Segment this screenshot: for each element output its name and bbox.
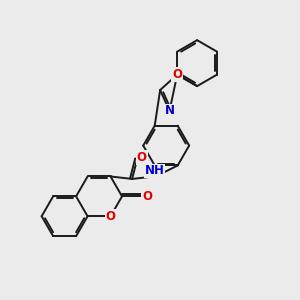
Text: O: O bbox=[142, 190, 152, 203]
Text: O: O bbox=[106, 210, 116, 223]
Text: NH: NH bbox=[145, 164, 164, 178]
Text: N: N bbox=[164, 104, 175, 118]
Text: O: O bbox=[172, 68, 182, 81]
Text: O: O bbox=[136, 151, 147, 164]
